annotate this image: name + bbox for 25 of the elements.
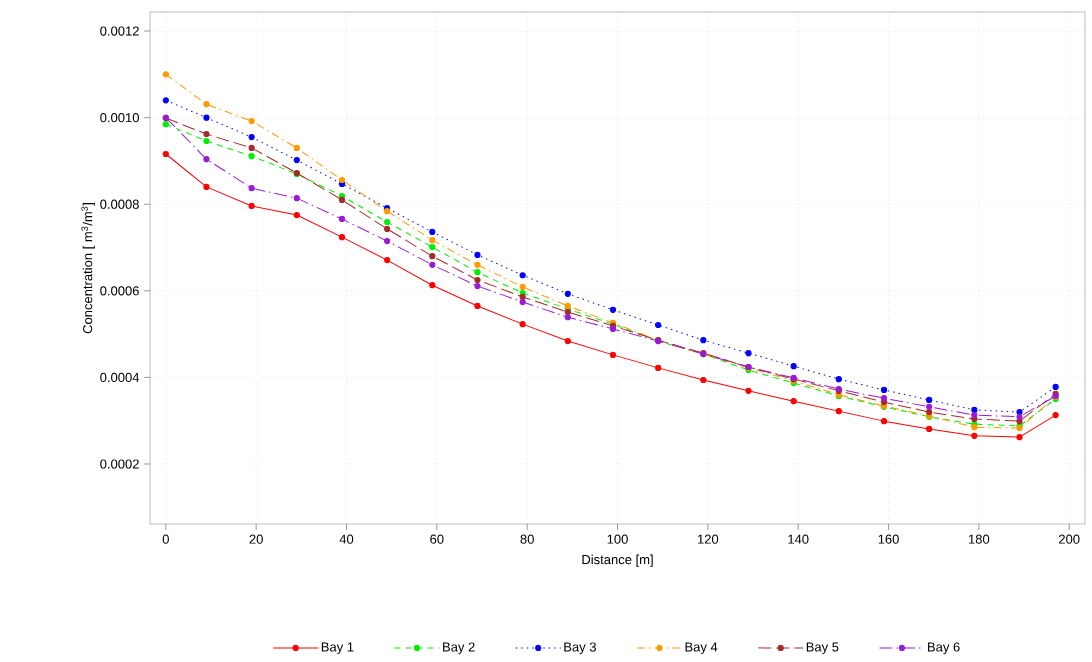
x-tick-label: 0 (162, 534, 169, 544)
y-tick-label: 0.0010 (100, 113, 139, 123)
x-tick-label: 180 (969, 534, 990, 544)
legend-label: Bay 4 (685, 642, 718, 655)
legend-label: Bay 1 (321, 642, 354, 655)
x-tick-label: 80 (520, 534, 534, 544)
y-tick-label: 0.0012 (100, 26, 139, 36)
legend-label: Bay 6 (928, 642, 960, 655)
legend-label: Bay 2 (443, 642, 475, 655)
x-tick-label: 100 (607, 534, 628, 544)
x-axis-title: Distance [m] (582, 554, 653, 567)
x-tick-label: 140 (788, 534, 809, 544)
x-tick-label: 40 (339, 534, 354, 544)
x-tick-label: 200 (1059, 534, 1080, 544)
y-tick-label: 0.0002 (100, 459, 139, 469)
x-tick-label: 120 (697, 534, 719, 544)
y-tick-label: 0.0008 (100, 199, 139, 209)
x-tick-label: 160 (878, 534, 899, 544)
x-tick-label: 60 (430, 534, 444, 544)
legend-label: Bay 3 (564, 642, 596, 655)
x-tick-label: 20 (249, 534, 263, 544)
y-tick-label: 0.0006 (100, 286, 139, 296)
y-tick-label: 0.0004 (100, 372, 140, 383)
y-axis-title: Concentration [ m$^{3}$/m$^{3}$] (81, 203, 95, 334)
legend-label: Bay 5 (806, 642, 839, 655)
